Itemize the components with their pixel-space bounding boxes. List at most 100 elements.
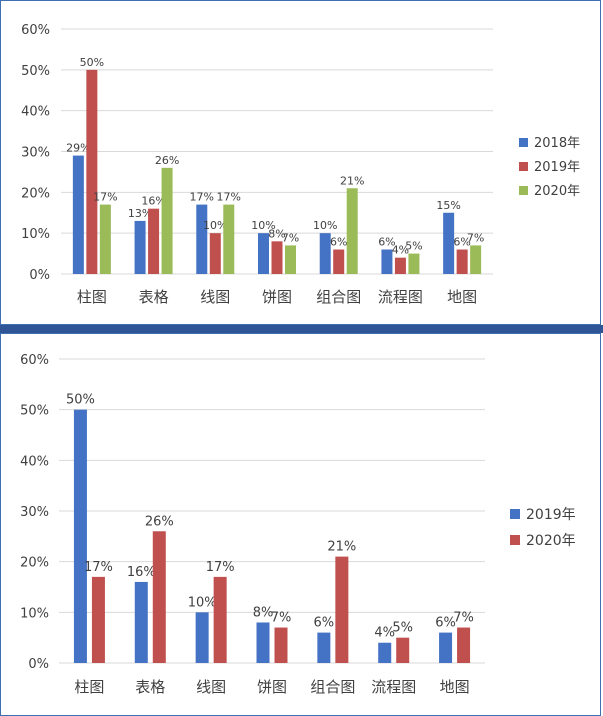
bar-2020年-线图	[223, 204, 235, 274]
data-label: 17%	[84, 560, 113, 575]
data-label: 21%	[340, 174, 364, 187]
x-category-label: 表格	[135, 678, 165, 696]
y-tick-label: 20%	[20, 556, 49, 571]
data-label: 21%	[327, 540, 356, 555]
data-label: 4%	[374, 626, 395, 641]
data-label: 16%	[141, 195, 165, 208]
data-label: 15%	[436, 199, 460, 212]
bar-2018年-饼图	[258, 233, 269, 274]
bar-2018年-表格	[134, 220, 146, 274]
y-tick-label: 0%	[29, 268, 50, 283]
data-label: 17%	[190, 191, 214, 204]
x-category-label: 组合图	[310, 678, 355, 696]
x-category-label: 饼图	[262, 288, 292, 306]
data-label: 4%	[392, 244, 409, 257]
y-tick-label: 60%	[21, 23, 50, 38]
bar-2019年-饼图	[256, 622, 270, 663]
x-category-label: 组合图	[316, 288, 361, 306]
legend-swatch	[519, 186, 528, 195]
x-category-label: 流程图	[371, 678, 416, 696]
bar-2019年-线图	[209, 233, 221, 274]
data-label: 10%	[188, 595, 217, 610]
bar-2020年-饼图	[274, 627, 288, 663]
x-category-label: 流程图	[378, 288, 423, 306]
y-tick-label: 20%	[21, 186, 50, 201]
bar-2020年-柱图	[91, 576, 105, 663]
data-label: 26%	[145, 514, 174, 529]
legend-label: 2019年	[534, 160, 580, 175]
x-category-label: 表格	[139, 288, 169, 306]
bar-chart-three-series: 0% 10% 20% 30% 40% 50% 60% 29% 50% 17% 柱图 13%16% 26%…	[21, 23, 580, 306]
y-tick-label: 50%	[21, 64, 50, 79]
x-category-label: 地图	[447, 288, 477, 306]
data-label: 6%	[378, 236, 395, 249]
bar-2019年-流程图	[394, 257, 406, 274]
data-label: 8%	[268, 227, 285, 240]
bar-2019年-组合图	[333, 249, 345, 274]
data-label: 6%	[314, 616, 335, 631]
bar-2019年-组合图	[317, 632, 331, 663]
y-tick-label: 50%	[20, 404, 49, 419]
bar-2019年-柱图	[73, 409, 87, 663]
legend-label: 2019年	[526, 507, 576, 523]
data-label: 7%	[282, 231, 299, 244]
legend-swatch	[519, 138, 528, 147]
legend-label: 2018年	[534, 136, 580, 151]
data-label: 29%	[66, 142, 90, 155]
data-label: 5%	[392, 621, 413, 636]
bar-2019年-地图	[456, 249, 468, 274]
y-tick-label: 30%	[21, 146, 50, 161]
bar-2019年-表格	[148, 208, 160, 274]
bar-2020年-地图	[470, 245, 482, 274]
data-label: 26%	[155, 154, 179, 167]
data-label: 6%	[330, 236, 347, 249]
y-tick-label: 10%	[21, 227, 50, 242]
y-tick-label: 30%	[20, 505, 49, 520]
x-category-label: 线图	[196, 678, 226, 696]
data-label: 10%	[313, 219, 337, 232]
bar-2020年-组合图	[335, 556, 349, 663]
bar-2019年-地图	[439, 632, 453, 663]
legend-swatch	[510, 535, 520, 545]
chart-panel-2018-2020: 0% 10% 20% 30% 40% 50% 60% 29% 50% 17% 柱图 13% 16% 26%…	[0, 0, 601, 325]
bar-2020年-柱图	[99, 204, 111, 274]
bar-2018年-地图	[443, 212, 455, 274]
x-category-label: 饼图	[257, 678, 287, 696]
bar-2019年-表格	[134, 581, 148, 663]
data-label: 50%	[80, 56, 104, 69]
data-label: 17%	[206, 560, 235, 575]
data-label: 7%	[453, 611, 474, 626]
legend-label: 2020年	[526, 533, 576, 549]
data-label: 7%	[271, 611, 292, 626]
bar-chart-two-series: 0% 10% 20% 30% 40% 50% 60% 50% 17% 柱图 16% 26% 表格 10% 1…	[20, 353, 576, 696]
data-label: 10%	[203, 219, 227, 232]
y-tick-label: 40%	[21, 105, 50, 120]
data-label: 7%	[467, 231, 484, 244]
legend-swatch	[519, 162, 528, 171]
data-label: 8%	[253, 605, 274, 620]
bar-2020年-线图	[213, 576, 227, 663]
bar-2018年-流程图	[381, 249, 393, 274]
x-category-label: 柱图	[74, 678, 104, 696]
bar-2020年-流程图	[396, 637, 410, 663]
bar-2018年-柱图	[72, 155, 84, 274]
data-label: 5%	[405, 240, 422, 253]
bar-2019年-饼图	[271, 241, 283, 274]
data-label: 10%	[251, 219, 275, 232]
data-label: 6%	[453, 236, 470, 249]
x-category-label: 线图	[200, 288, 230, 306]
data-label: 17%	[217, 191, 241, 204]
bar-2020年-表格	[152, 531, 166, 663]
bar-2020年-流程图	[408, 253, 420, 274]
chart-panel-2019-2020: 0% 10% 20% 30% 40% 50% 60% 50% 17% 柱图 16% 26% 表格 10% 1…	[0, 333, 601, 716]
bar-2020年-地图	[457, 627, 471, 663]
y-tick-label: 40%	[20, 454, 49, 469]
x-category-label: 地图	[440, 678, 470, 696]
bar-2020年-饼图	[285, 245, 296, 274]
bar-2020年-表格	[161, 167, 173, 274]
y-tick-label: 60%	[20, 353, 49, 368]
panel-separator	[0, 325, 603, 333]
x-category-label: 柱图	[77, 288, 107, 306]
y-tick-label: 0%	[28, 657, 49, 672]
